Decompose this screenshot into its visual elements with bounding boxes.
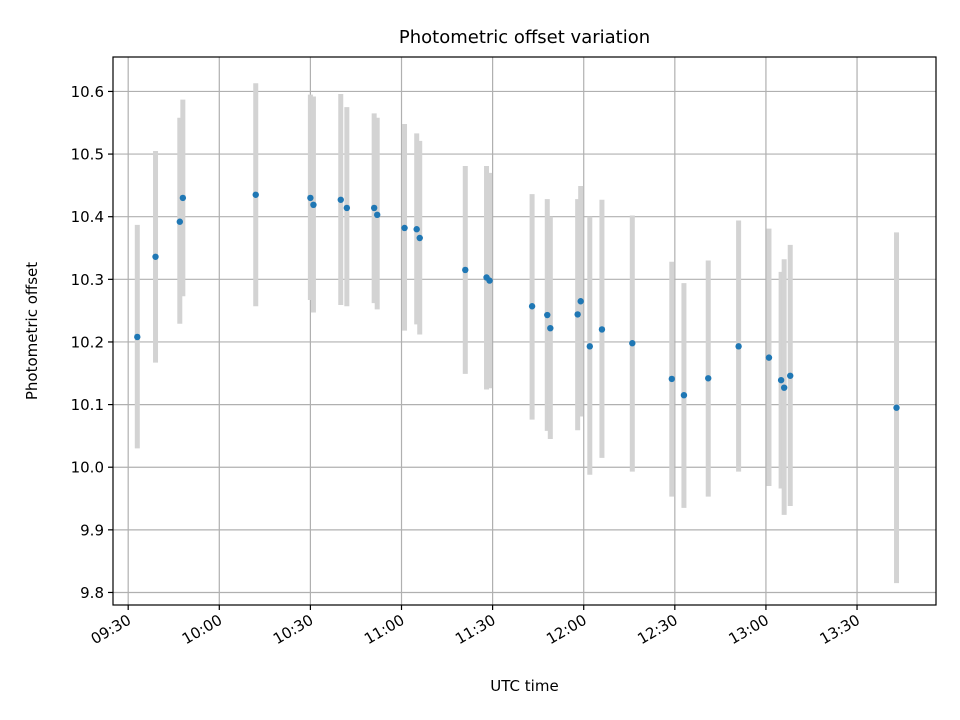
- data-point: [893, 404, 900, 411]
- data-point: [547, 324, 554, 332]
- data-point: [307, 194, 314, 202]
- y-axis-title: Photometric offset: [23, 262, 41, 400]
- y-tick-label: 9.8: [80, 584, 104, 602]
- data-point: [629, 340, 636, 347]
- data-point: [401, 224, 408, 232]
- x-axis-title: UTC time: [490, 677, 558, 695]
- y-tick-label: 10.2: [71, 333, 104, 351]
- data-point: [343, 204, 351, 212]
- data-point: [252, 191, 259, 198]
- data-point: [337, 196, 344, 203]
- data-point: [152, 253, 159, 260]
- y-tick-label: 10.0: [71, 459, 104, 477]
- data-point: [787, 372, 794, 379]
- chart-title: Photometric offset variation: [399, 27, 650, 48]
- y-axis-ticks: 9.8 9.9 10.0 10.1 10.2 10.3 10.4 10.5 10.6: [71, 83, 113, 602]
- data-point: [370, 204, 378, 212]
- data-point: [374, 211, 381, 219]
- data-point: [705, 375, 712, 382]
- y-tick-label: 10.3: [71, 271, 104, 289]
- data-point: [598, 326, 606, 333]
- data-point: [577, 298, 584, 305]
- data-point: [179, 194, 187, 202]
- data-point: [680, 391, 688, 399]
- y-tick-label: 9.9: [80, 521, 104, 539]
- grid: [113, 57, 936, 605]
- data-point: [486, 277, 493, 284]
- data-point: [310, 201, 317, 209]
- data-point: [668, 375, 675, 383]
- data-point: [462, 266, 469, 274]
- data-point: [765, 354, 773, 361]
- y-tick-label: 10.5: [71, 146, 104, 164]
- data-point: [413, 226, 420, 233]
- data-point: [780, 384, 788, 391]
- data-point: [176, 218, 184, 225]
- data-point: [528, 303, 536, 310]
- data-point: [134, 333, 141, 341]
- data-points: [134, 191, 900, 411]
- y-tick-label: 10.4: [71, 208, 104, 226]
- data-point: [544, 311, 551, 319]
- data-point: [735, 343, 742, 350]
- y-tick-label: 10.6: [71, 83, 104, 101]
- data-point: [777, 376, 785, 384]
- y-tick-label: 10.1: [71, 396, 104, 414]
- data-point: [574, 311, 581, 318]
- plot-frame: [112, 56, 937, 606]
- data-point: [586, 343, 593, 350]
- data-point: [416, 234, 423, 242]
